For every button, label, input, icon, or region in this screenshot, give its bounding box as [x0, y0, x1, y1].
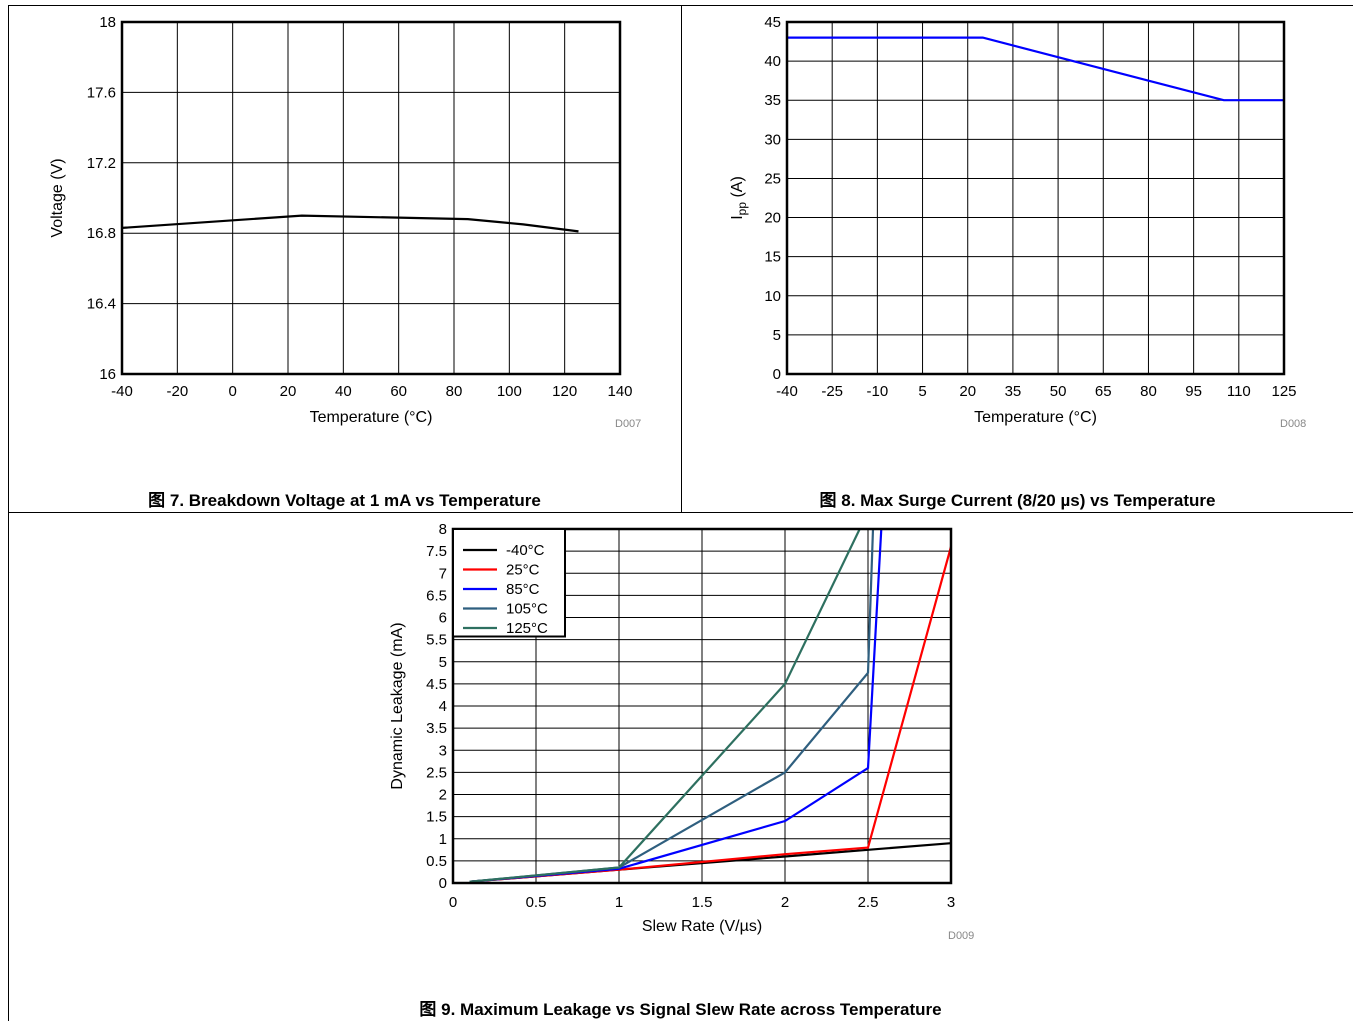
x-tick-label: 20 [959, 383, 976, 400]
y-tick-label: 17.2 [87, 155, 116, 172]
y-axis-label: Dynamic Leakage (mA) [389, 622, 406, 789]
plot-frame [120, 20, 622, 376]
x-tick-label: 0.5 [526, 894, 547, 911]
y-tick-label: 45 [764, 14, 781, 31]
y-tick-label: 20 [764, 210, 781, 227]
x-tick-label: 40 [335, 383, 352, 400]
y-tick-label: 0.5 [426, 853, 447, 870]
x-tick-label: 2.5 [858, 894, 879, 911]
x-tick-label: 35 [1005, 383, 1022, 400]
y-tick-label: 0 [439, 875, 447, 892]
x-tick-label: 100 [497, 383, 522, 400]
x-tick-label: 80 [1140, 383, 1157, 400]
y-tick-label: 5.5 [426, 632, 447, 649]
y-tick-label: 40 [764, 53, 781, 70]
x-tick-label: 120 [552, 383, 577, 400]
figure-code-7: D007 [615, 418, 642, 430]
legend-label: 125°C [506, 620, 548, 637]
y-tick-label: 4 [439, 698, 447, 715]
series-line-0 [122, 214, 579, 233]
legend-box [452, 528, 566, 638]
panel-divider-vertical [681, 5, 682, 512]
y-tick-label: 1.5 [426, 809, 447, 826]
y-tick-label: 18 [99, 14, 116, 31]
x-tick-label: 3 [947, 894, 955, 911]
figure-caption-9: 图 9. Maximum Leakage vs Signal Slew Rate… [419, 1000, 942, 1019]
y-tick-label: 10 [764, 288, 781, 305]
x-tick-label: 95 [1185, 383, 1202, 400]
x-tick-label: 50 [1050, 383, 1067, 400]
plot-frame [451, 527, 953, 885]
x-tick-label: 2 [781, 894, 789, 911]
outer-border-top [8, 5, 1353, 6]
chart-dynamic-leakage: 0 0.5 1 1.5 2 2.5 3 0 0.5 1 1.5 2 2.5 3 3.5 4 4.5 5 5.5 6 6.… [389, 521, 955, 935]
x-tick-label: 125 [1271, 383, 1296, 400]
y-tick-label: 0 [773, 366, 781, 383]
y-axis-label-unit: (A) [729, 176, 746, 202]
x-tick-label: -40 [111, 383, 133, 400]
y-tick-label: 2 [439, 787, 447, 804]
x-tick-label: -25 [821, 383, 843, 400]
y-tick-label: 8 [439, 521, 447, 538]
x-axis-label: Temperature (°C) [974, 409, 1097, 426]
outer-border-left [8, 5, 9, 1021]
y-tick-label: 5 [773, 327, 781, 344]
x-tick-label: 60 [390, 383, 407, 400]
y-tick-label: 35 [764, 92, 781, 109]
y-tick-label: 16.8 [87, 225, 116, 242]
figure-caption-8: 图 8. Max Surge Current (8/20 µs) vs Temp… [819, 491, 1216, 510]
y-tick-label: 3 [439, 742, 447, 759]
y-tick-label: 16 [99, 366, 116, 383]
figure-code-9: D009 [948, 930, 975, 942]
legend-label: 105°C [506, 601, 548, 618]
chart-surge-current: -40 -25 -10 5 20 35 50 65 80 95 110 125 0 5 10 15 20 25 30… [729, 14, 1297, 426]
x-tick-label: 80 [446, 383, 463, 400]
x-axis-label: Slew Rate (V/µs) [642, 918, 762, 935]
y-tick-label: 6.5 [426, 587, 447, 604]
y-tick-label: 17.6 [87, 84, 116, 101]
x-tick-label: 140 [607, 383, 632, 400]
legend-label: 25°C [506, 562, 540, 579]
y-axis-label-subscript: pp [735, 202, 749, 216]
y-tick-label: 30 [764, 131, 781, 148]
y-axis-label: Voltage (V) [49, 158, 66, 237]
chart-breakdown-voltage: -40 -20 0 20 40 60 80 100 120 140 16 16.4 16.8 17.2 17… [49, 14, 633, 426]
y-tick-label: 5 [439, 654, 447, 671]
x-tick-label: -10 [867, 383, 889, 400]
y-tick-label: 25 [764, 170, 781, 187]
x-tick-label: 0 [449, 894, 457, 911]
plot-frame [785, 20, 1286, 376]
series-line-1 [787, 36, 1284, 102]
y-tick-label: 1 [439, 831, 447, 848]
y-tick-label: 4.5 [426, 676, 447, 693]
y-tick-label: 2.5 [426, 764, 447, 781]
y-axis-label-main: I [729, 215, 746, 219]
y-tick-label: 3.5 [426, 720, 447, 737]
series-line-125°C [469, 529, 861, 883]
x-tick-label: 0 [228, 383, 236, 400]
x-tick-label: 110 [1227, 383, 1251, 400]
y-tick-label: 16.4 [87, 296, 116, 313]
x-tick-label: 5 [918, 383, 926, 400]
y-tick-label: 7.5 [426, 543, 447, 560]
legend-label: 85°C [506, 581, 540, 598]
x-tick-label: 65 [1095, 383, 1112, 400]
y-tick-label: 15 [764, 249, 781, 266]
x-tick-label: 1 [615, 894, 623, 911]
legend-label: -40°C [506, 542, 545, 559]
y-tick-label: 7 [439, 565, 447, 582]
x-tick-label: -20 [166, 383, 188, 400]
y-tick-label: 6 [439, 610, 447, 627]
x-axis-label: Temperature (°C) [310, 409, 433, 426]
figure-code-8: D008 [1280, 418, 1307, 430]
x-tick-label: 20 [280, 383, 297, 400]
figure-caption-7: 图 7. Breakdown Voltage at 1 mA vs Temper… [148, 491, 541, 510]
panel-divider-horizontal [8, 512, 1353, 513]
x-tick-label: 1.5 [692, 894, 713, 911]
y-axis-label: Ipp (A) [729, 176, 749, 220]
x-tick-label: -40 [776, 383, 798, 400]
